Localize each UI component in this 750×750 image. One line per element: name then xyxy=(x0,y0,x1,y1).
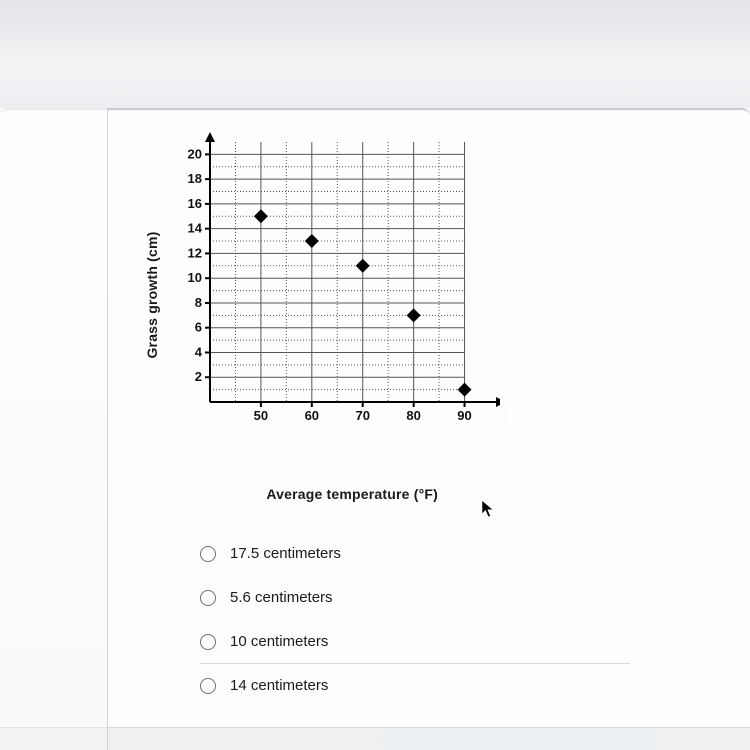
svg-text:80: 80 xyxy=(406,408,420,423)
chart-svg: 2 4 6 8 10 12 14 16 18 20 50 60 70 80 90 xyxy=(170,130,500,440)
radio-icon xyxy=(200,678,216,694)
svg-text:4: 4 xyxy=(195,344,203,359)
answer-option[interactable]: 14 centimeters xyxy=(200,664,630,708)
svg-text:8: 8 xyxy=(195,295,202,310)
svg-text:2: 2 xyxy=(195,369,202,384)
top-shine xyxy=(0,0,750,108)
scatter-chart: Grass growth (cm) 2468101214161820506070… xyxy=(170,130,500,460)
svg-text:70: 70 xyxy=(355,408,369,423)
svg-text:90: 90 xyxy=(457,408,471,423)
svg-text:18: 18 xyxy=(188,171,202,186)
svg-text:10: 10 xyxy=(188,270,202,285)
answer-option[interactable]: 10 centimeters xyxy=(200,620,630,664)
svg-text:12: 12 xyxy=(188,245,202,260)
answer-option-label: 17.5 centimeters xyxy=(230,545,341,562)
answer-option-label: 5.6 centimeters xyxy=(230,589,333,606)
svg-text:50: 50 xyxy=(254,408,268,423)
answer-options: 17.5 centimeters 5.6 centimeters 10 cent… xyxy=(200,532,630,708)
answer-option-label: 14 centimeters xyxy=(230,677,328,694)
svg-text:16: 16 xyxy=(188,196,202,211)
radio-icon xyxy=(200,546,216,562)
radio-icon xyxy=(200,590,216,606)
answer-option-label: 10 centimeters xyxy=(230,633,328,650)
radio-icon xyxy=(200,634,216,650)
left-gutter xyxy=(0,108,108,750)
svg-text:20: 20 xyxy=(188,146,202,161)
answer-option[interactable]: 5.6 centimeters xyxy=(200,576,630,620)
svg-text:60: 60 xyxy=(305,408,319,423)
y-axis-label: Grass growth (cm) xyxy=(144,231,160,358)
x-axis-label: Average temperature (°F) xyxy=(266,486,438,502)
svg-text:14: 14 xyxy=(188,221,203,236)
svg-text:6: 6 xyxy=(195,320,202,335)
answer-option[interactable]: 17.5 centimeters xyxy=(200,532,630,576)
